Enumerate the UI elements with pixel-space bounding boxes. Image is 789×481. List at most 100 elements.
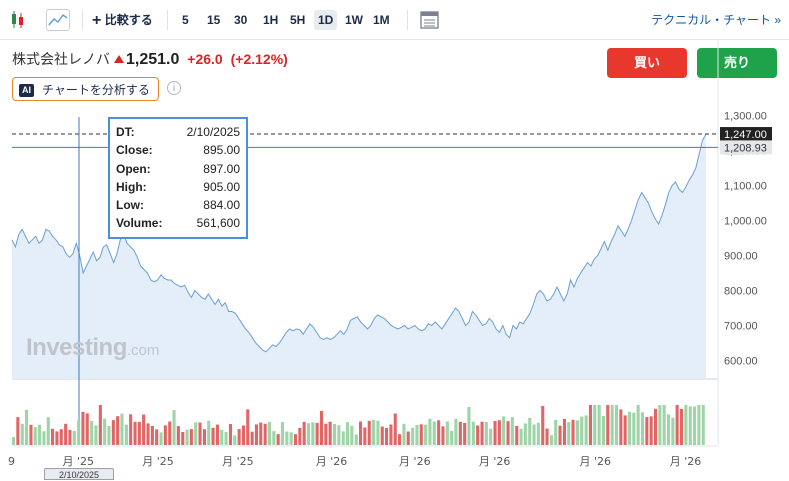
volume-bar [536,422,540,445]
sell-button[interactable]: 売り [697,48,777,78]
volume-bar [59,429,63,445]
volume-bar [614,405,618,445]
volume-bar [463,423,467,445]
compare-button[interactable]: + 比較する [92,10,153,31]
volume-bar [241,425,245,445]
investing-watermark: Investing.com [26,334,159,362]
volume-bar [489,428,493,445]
price-area-fill [12,134,706,378]
volume-bar [185,429,189,445]
volume-bar [662,405,666,445]
volume-bar [649,416,653,445]
volume-bar [567,422,571,445]
info-icon[interactable]: i [167,81,181,95]
volume-bar [610,405,614,445]
volume-bar [155,429,159,445]
price-change-percent: (+2.12%) [230,51,288,67]
volume-bar [25,409,29,445]
volume-bar [250,431,254,445]
volume-bar [697,405,701,445]
volume-bar [445,421,449,445]
volume-bar [680,408,684,445]
volume-bar [320,410,324,445]
volume-bar [33,427,37,445]
volume-bar [562,418,566,445]
volume-bar [623,415,627,445]
volume-bar [636,405,640,445]
volume-bar [72,430,76,445]
volume-bar [280,422,284,445]
volume-bar [142,414,146,445]
watermark-suffix: .com [126,342,160,359]
interval-1m[interactable]: 1M [373,13,390,27]
buy-button[interactable]: 買い [607,48,687,78]
volume-bar [137,421,141,445]
volume-bar [146,423,150,445]
volume-bar [81,411,85,445]
volume-bar [467,407,471,445]
y-tick-label: 600.00 [724,356,758,368]
volume-bar [276,434,280,445]
current-price: 1,251.0 [126,51,180,68]
volume-bar [254,424,258,445]
volume-bar [337,425,341,445]
volume-bar [333,423,337,445]
volume-bar [645,417,649,445]
volume-bar [688,406,692,445]
tooltip-volume: 561,600 [196,216,240,231]
candlestick-icon[interactable] [8,9,30,31]
stock-name: 株式会社レノバ [12,51,110,67]
volume-bar [120,413,124,445]
volume-bar [129,414,133,445]
interval-15[interactable]: 15 [207,13,221,27]
interval-1d[interactable]: 1D [314,10,338,30]
volume-bar [363,427,367,445]
compare-label: 比較する [104,13,153,27]
volume-bar [588,405,592,445]
y-tick-label: 800.00 [724,286,758,298]
tooltip-label: Open: [116,161,151,176]
volume-bar [346,422,350,445]
chart-toolbar: + 比較する 5 15 30 1H 5H 1D 1W 1M テクニカル・チャート… [0,0,789,40]
volume-bars [12,405,705,445]
tooltip-row-high: High: 905.00 [116,178,240,196]
tooltip-low: 884.00 [203,198,240,213]
area-chart-icon[interactable] [46,9,70,31]
volume-bar [20,423,24,445]
volume-bar [111,420,115,445]
technical-chart-link[interactable]: テクニカル・チャート » [651,13,781,27]
volume-bar [402,423,406,445]
volume-bar [176,426,180,445]
x-tick-label: 月 '26 [479,455,511,468]
volume-bar [168,421,172,445]
interval-5[interactable]: 5 [182,13,189,27]
interval-5h[interactable]: 5H [290,13,306,27]
toolbar-divider [407,10,408,30]
x-tick-label: 月 '26 [316,455,348,468]
volume-bar [701,405,705,445]
volume-bar [285,431,289,445]
volume-bar [202,429,206,445]
chart-grid [12,40,719,447]
volume-bar [593,405,597,445]
volume-bar [215,424,219,445]
volume-bar [549,435,553,445]
volume-bar [380,426,384,445]
ai-analyze-button[interactable]: AI チャートを分析する [12,77,159,101]
volume-bar [233,435,237,445]
volume-bar [64,423,68,445]
interval-1h[interactable]: 1H [263,13,279,27]
table-icon[interactable] [419,9,441,31]
interval-1w[interactable]: 1W [345,13,363,27]
tooltip-open: 897.00 [203,161,240,176]
volume-bar [571,419,575,445]
volume-bar [497,420,501,445]
tooltip-date: 2/10/2025 [186,125,240,139]
x-tick-label: 月 '26 [670,455,702,468]
x-tick-label: 月 '25 [142,455,174,468]
volume-bar [671,417,675,445]
interval-30[interactable]: 30 [234,13,248,27]
volume-bar [359,421,363,445]
volume-bar [523,423,527,445]
